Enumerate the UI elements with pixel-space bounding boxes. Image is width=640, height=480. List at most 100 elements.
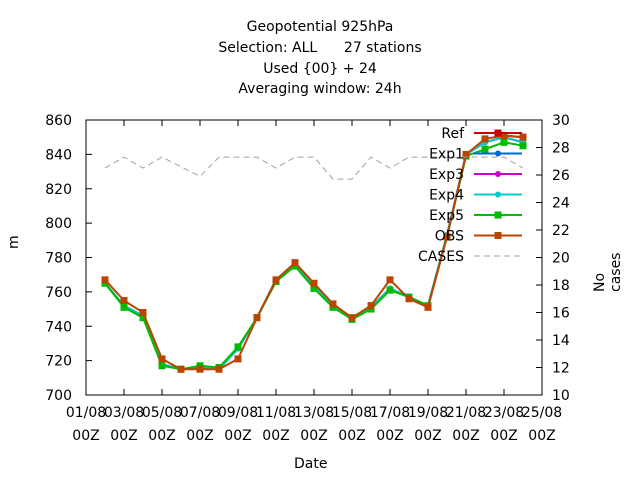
y-tick-label: 700 bbox=[45, 388, 72, 404]
x-tick-label: 07/08 bbox=[180, 405, 220, 421]
x-tick-sublabel: 00Z bbox=[262, 428, 289, 444]
x-tick-label: 13/08 bbox=[294, 405, 334, 421]
data-point-exp5 bbox=[386, 286, 394, 294]
y2-tick-label: 14 bbox=[552, 333, 570, 349]
legend-marker-exp3 bbox=[495, 171, 501, 177]
legend-label-exp1: Exp1 bbox=[429, 147, 464, 163]
y-tick-label: 720 bbox=[45, 354, 72, 370]
data-point-obs bbox=[291, 259, 299, 267]
x-tick-label: 09/08 bbox=[218, 405, 258, 421]
legend-label-ref: Ref bbox=[441, 126, 465, 142]
y2-tick-label: 22 bbox=[552, 223, 570, 239]
y2-tick-label: 12 bbox=[552, 361, 570, 377]
legend-marker-obs bbox=[494, 232, 502, 239]
chart-title-line-1: Geopotential 925hPa bbox=[246, 19, 394, 35]
data-point-obs bbox=[215, 365, 223, 373]
data-point-exp5 bbox=[234, 343, 242, 351]
y2-tick-label: 28 bbox=[552, 141, 570, 157]
y2-tick-label: 24 bbox=[552, 196, 570, 212]
data-point-exp5 bbox=[139, 314, 147, 322]
data-point-obs bbox=[101, 276, 109, 284]
x-tick-sublabel: 00Z bbox=[376, 428, 403, 444]
x-tick-sublabel: 00Z bbox=[490, 428, 517, 444]
y2-tick-label: 26 bbox=[552, 168, 570, 184]
data-point-obs bbox=[158, 355, 166, 363]
y2-tick-label: 10 bbox=[552, 388, 570, 404]
data-point-obs bbox=[443, 233, 451, 241]
y-tick-label: 740 bbox=[45, 319, 72, 335]
y-tick-label: 760 bbox=[45, 285, 72, 301]
data-point-obs bbox=[120, 296, 128, 304]
legend-label-exp5: Exp5 bbox=[429, 208, 464, 224]
legend-marker-exp5 bbox=[494, 211, 502, 219]
chart-title-line-3: Used {00} + 24 bbox=[263, 61, 377, 77]
x-tick-label: 25/08 bbox=[522, 405, 562, 421]
legend-label-exp4: Exp4 bbox=[429, 188, 464, 204]
data-point-exp5 bbox=[500, 138, 508, 146]
data-point-exp5 bbox=[481, 145, 489, 153]
chart-title-line-2: Selection: ALL 27 stations bbox=[218, 40, 422, 56]
x-tick-label: 21/08 bbox=[446, 405, 486, 421]
legend-label-obs: OBS bbox=[435, 229, 464, 245]
legend-label-cases: CASES bbox=[418, 249, 464, 265]
y2-tick-label: 30 bbox=[552, 113, 570, 129]
data-point-obs bbox=[386, 276, 394, 284]
x-tick-sublabel: 00Z bbox=[110, 428, 137, 444]
data-point-obs bbox=[462, 150, 470, 158]
data-point-obs bbox=[272, 276, 280, 284]
data-point-exp5 bbox=[519, 142, 527, 150]
data-point-obs bbox=[500, 131, 508, 139]
legend-marker-ref bbox=[494, 129, 502, 137]
data-point-obs bbox=[405, 295, 413, 303]
chart-title-line-4: Averaging window: 24h bbox=[238, 81, 402, 97]
legend-label-exp3: Exp3 bbox=[429, 167, 464, 183]
x-tick-label: 17/08 bbox=[370, 405, 410, 421]
x-tick-label: 19/08 bbox=[408, 405, 448, 421]
x-tick-label: 03/08 bbox=[104, 405, 144, 421]
y2-tick-label: 16 bbox=[552, 306, 570, 322]
x-tick-sublabel: 00Z bbox=[414, 428, 441, 444]
x-tick-sublabel: 00Z bbox=[300, 428, 327, 444]
x-tick-label: 01/08 bbox=[66, 405, 106, 421]
legend-marker-exp4 bbox=[495, 191, 501, 198]
legend-marker-exp1 bbox=[495, 150, 501, 157]
data-point-obs bbox=[177, 365, 185, 373]
x-tick-sublabel: 00Z bbox=[186, 428, 213, 444]
data-point-obs bbox=[424, 303, 432, 311]
data-point-obs bbox=[329, 300, 337, 308]
x-tick-sublabel: 00Z bbox=[72, 428, 99, 444]
plot-frame bbox=[85, 119, 543, 396]
x-tick-label: 11/08 bbox=[256, 405, 296, 421]
data-point-obs bbox=[196, 365, 204, 373]
x-tick-label: 05/08 bbox=[142, 405, 182, 421]
data-point-exp5 bbox=[158, 362, 166, 370]
x-tick-sublabel: 00Z bbox=[338, 428, 365, 444]
data-point-obs bbox=[253, 314, 261, 322]
data-point-obs bbox=[367, 302, 375, 310]
data-point-obs bbox=[348, 314, 356, 322]
y-tick-label: 820 bbox=[45, 182, 72, 198]
y-tick-label: 860 bbox=[45, 113, 72, 129]
data-point-obs bbox=[519, 133, 527, 141]
x-tick-sublabel: 00Z bbox=[528, 428, 555, 444]
y-tick-label: 840 bbox=[45, 147, 72, 163]
x-tick-label: 23/08 bbox=[484, 405, 524, 421]
data-point-exp5 bbox=[120, 303, 128, 311]
y2-tick-label: 18 bbox=[552, 278, 570, 294]
x-axis-label: Date bbox=[294, 456, 328, 472]
data-point-exp5 bbox=[310, 284, 318, 292]
y2-tick-label: 20 bbox=[552, 251, 570, 267]
y-tick-label: 800 bbox=[45, 216, 72, 232]
data-point-obs bbox=[234, 355, 242, 363]
data-point-obs bbox=[481, 135, 489, 143]
series-line-cases bbox=[104, 156, 524, 180]
x-tick-sublabel: 00Z bbox=[148, 428, 175, 444]
y-tick-label: 780 bbox=[45, 251, 72, 267]
data-point-obs bbox=[310, 279, 318, 287]
x-tick-sublabel: 00Z bbox=[224, 428, 251, 444]
data-point-obs bbox=[139, 309, 147, 316]
x-tick-label: 15/08 bbox=[332, 405, 372, 421]
x-tick-sublabel: 00Z bbox=[452, 428, 479, 444]
